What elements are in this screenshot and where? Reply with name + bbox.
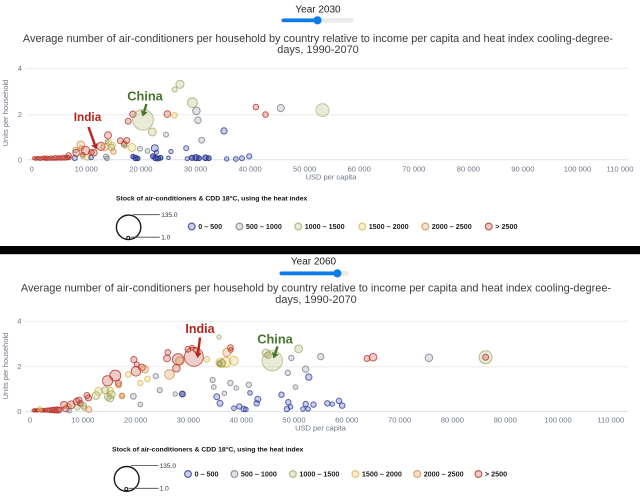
- svg-text:Units per household: Units per household: [1, 333, 10, 400]
- svg-text:Stock of air‑conditioners & CD: Stock of air‑conditioners & CDD 18°C, us…: [116, 195, 308, 203]
- svg-text:India: India: [74, 110, 102, 124]
- svg-text:70 000: 70 000: [388, 416, 411, 425]
- svg-text:> 2500: > 2500: [485, 470, 507, 479]
- svg-text:1.0: 1.0: [160, 486, 169, 493]
- svg-text:20 000: 20 000: [129, 165, 152, 174]
- svg-text:90 000: 90 000: [511, 165, 534, 174]
- svg-text:Average number of air‑conditio: Average number of air‑conditioners per h…: [21, 283, 612, 295]
- svg-text:100 000: 100 000: [564, 165, 591, 174]
- svg-text:2: 2: [17, 362, 21, 371]
- svg-text:30 000: 30 000: [177, 416, 200, 425]
- svg-text:30 000: 30 000: [184, 165, 207, 174]
- svg-text:> 2500: > 2500: [495, 222, 517, 231]
- svg-text:110 000: 110 000: [597, 416, 624, 425]
- svg-text:50 000: 50 000: [282, 416, 305, 425]
- svg-text:days, 1990‑2070: days, 1990‑2070: [275, 294, 357, 306]
- svg-text:Units per household: Units per household: [1, 80, 10, 147]
- svg-text:1.0: 1.0: [161, 235, 170, 242]
- svg-text:500 – 1000: 500 – 1000: [241, 470, 277, 479]
- svg-text:0 – 500: 0 – 500: [198, 222, 222, 231]
- svg-text:USD per capita: USD per capita: [306, 173, 358, 182]
- svg-text:2: 2: [18, 110, 22, 119]
- svg-text:100 000: 100 000: [544, 416, 571, 425]
- svg-text:500 – 1000: 500 – 1000: [246, 222, 282, 231]
- svg-text:80 000: 80 000: [441, 416, 464, 425]
- svg-text:0 – 500: 0 – 500: [195, 470, 219, 479]
- svg-text:135.0: 135.0: [160, 463, 177, 470]
- svg-text:90 000: 90 000: [494, 416, 517, 425]
- svg-text:0: 0: [17, 407, 21, 416]
- svg-text:days, 1990‑2070: days, 1990‑2070: [277, 44, 359, 56]
- svg-text:135.0: 135.0: [161, 212, 178, 219]
- svg-text:India: India: [185, 322, 215, 336]
- svg-text:40 000: 40 000: [230, 416, 253, 425]
- svg-text:20 000: 20 000: [124, 416, 147, 425]
- svg-text:40 000: 40 000: [238, 165, 261, 174]
- svg-text:Average number of air‑conditio: Average number of air‑conditioners per h…: [23, 33, 614, 45]
- svg-text:10 000: 10 000: [71, 416, 94, 425]
- svg-text:110 000: 110 000: [607, 165, 634, 174]
- svg-text:0: 0: [28, 416, 32, 425]
- svg-text:China: China: [127, 89, 163, 104]
- svg-text:70 000: 70 000: [402, 165, 425, 174]
- svg-text:60 000: 60 000: [348, 165, 371, 174]
- svg-text:Year 2030: Year 2030: [295, 5, 341, 16]
- svg-text:1000 – 1500: 1000 – 1500: [299, 470, 339, 479]
- svg-text:4: 4: [18, 64, 22, 73]
- svg-text:80 000: 80 000: [457, 165, 480, 174]
- svg-text:60 000: 60 000: [335, 416, 358, 425]
- svg-text:Stock of air‑conditioners & CD: Stock of air‑conditioners & CDD 18°C, us…: [112, 446, 304, 454]
- svg-text:China: China: [257, 332, 293, 347]
- svg-text:USD per capita: USD per capita: [295, 424, 347, 433]
- svg-text:50 000: 50 000: [293, 165, 316, 174]
- svg-text:1500 – 2000: 1500 – 2000: [362, 470, 402, 479]
- svg-text:1500 – 2000: 1500 – 2000: [369, 222, 409, 231]
- svg-text:2000 – 2500: 2000 – 2500: [424, 470, 464, 479]
- svg-text:0: 0: [18, 155, 22, 164]
- svg-text:10 000: 10 000: [75, 165, 98, 174]
- svg-text:Year 2060: Year 2060: [291, 257, 337, 268]
- svg-text:0: 0: [30, 165, 34, 174]
- svg-text:4: 4: [17, 317, 21, 326]
- svg-text:1000 – 1500: 1000 – 1500: [305, 222, 345, 231]
- svg-text:2000 – 2500: 2000 – 2500: [432, 222, 472, 231]
